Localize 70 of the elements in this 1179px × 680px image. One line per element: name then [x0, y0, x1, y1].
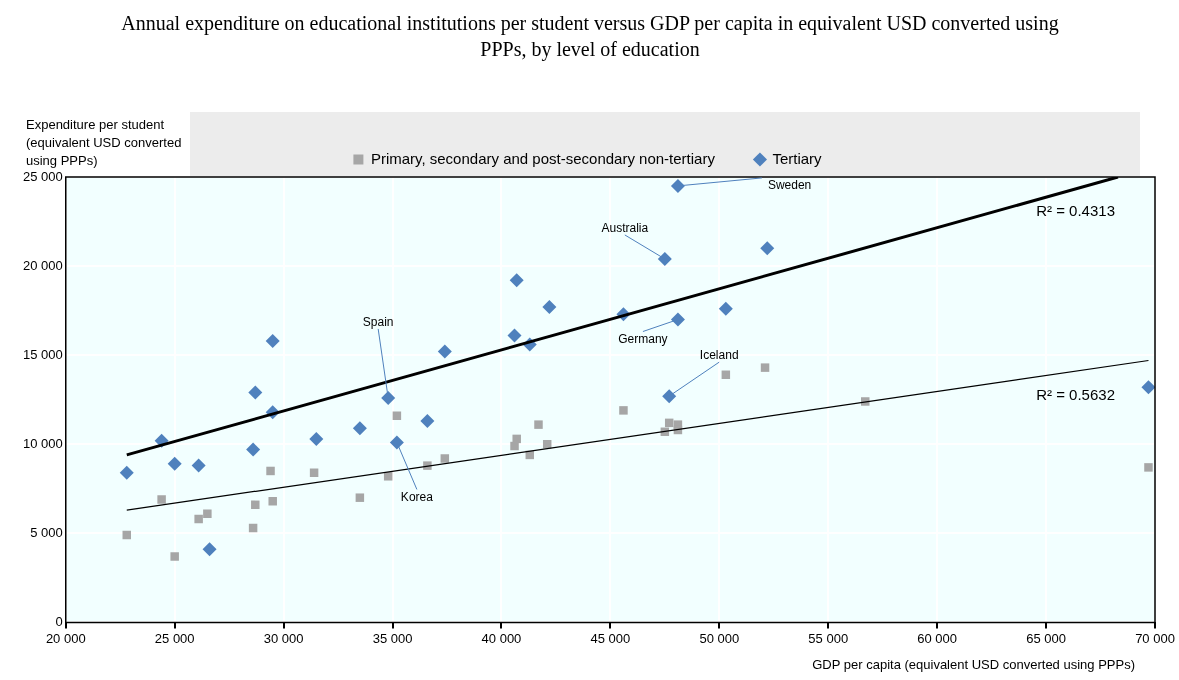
point: [440, 454, 450, 463]
x-tick-label: 55 000: [808, 630, 849, 646]
series-label: R² = 0.4313: [1036, 202, 1115, 220]
point: [167, 456, 182, 471]
point: [662, 389, 677, 404]
annotation: Germany: [618, 331, 668, 346]
y-tick-label: 10 000: [23, 435, 63, 451]
x-tick-label: 30 000: [263, 630, 304, 646]
annotation: Sweden: [767, 178, 812, 193]
point: [718, 301, 733, 316]
point: [437, 344, 452, 359]
y-tick-label: 20 000: [23, 257, 63, 273]
point: [509, 273, 524, 288]
y-tick-label: 0: [55, 613, 63, 629]
x-tick-label: 70 000: [1135, 630, 1175, 646]
annotation: Iceland: [699, 348, 739, 363]
y-axis-title: Expenditure per student (equivalent USD converted using PPPs): [26, 116, 183, 170]
y-tick-label: 25 000: [23, 168, 63, 184]
x-tick-label: 40 000: [481, 630, 522, 646]
point: [507, 328, 522, 343]
point: [392, 411, 402, 420]
point: [268, 497, 277, 506]
point: [534, 420, 543, 429]
point: [542, 300, 557, 315]
point: [381, 390, 396, 405]
point: [170, 552, 179, 561]
point: [670, 178, 685, 193]
point: [619, 406, 628, 415]
chart-title: Annual expenditure on educational institutions per student versus GDP per capita in equivalent USD converted using PPPs, by level of education: [120, 11, 1060, 62]
point: [760, 363, 770, 372]
point: [157, 495, 166, 504]
point: [266, 466, 275, 476]
point: [383, 472, 393, 481]
x-tick-label: 20 000: [45, 630, 86, 646]
point: [657, 251, 672, 266]
point: [1144, 463, 1153, 472]
legend-label: Tertiary: [772, 149, 823, 167]
x-tick-label: 45 000: [590, 630, 631, 646]
point: [309, 431, 324, 446]
point: [760, 241, 775, 256]
point: [194, 514, 203, 524]
point: [670, 312, 685, 327]
point: [202, 542, 217, 557]
point: [389, 435, 404, 450]
annotation: Australia: [601, 221, 649, 236]
point: [251, 500, 260, 510]
x-tick-label: 65 000: [1026, 630, 1066, 646]
x-axis-title: GDP per capita (equivalent USD converted using PPPs): [812, 657, 1135, 672]
legend-label: Primary, secondary and post-secondary non-tertiary: [370, 149, 716, 167]
point: [420, 414, 435, 429]
point: [119, 465, 134, 480]
point: [1141, 380, 1155, 395]
x-tick-label: 35 000: [372, 630, 413, 646]
x-tick-label: 25 000: [154, 630, 195, 646]
point: [512, 434, 521, 444]
point: [265, 333, 280, 348]
y-tick-label: 5 000: [30, 524, 63, 540]
annotation: Spain: [362, 315, 394, 330]
x-tick-label: 60 000: [917, 630, 958, 646]
point: [352, 421, 367, 436]
point: [510, 441, 519, 451]
y-tick-label: 15 000: [23, 346, 63, 362]
point: [191, 458, 206, 473]
point: [246, 442, 261, 457]
annotation: Korea: [400, 489, 434, 504]
series-label: R² = 0.5632: [1036, 385, 1115, 403]
point: [355, 493, 365, 502]
point: [203, 509, 212, 518]
x-tick-label: 50 000: [699, 630, 740, 646]
point: [248, 385, 263, 400]
